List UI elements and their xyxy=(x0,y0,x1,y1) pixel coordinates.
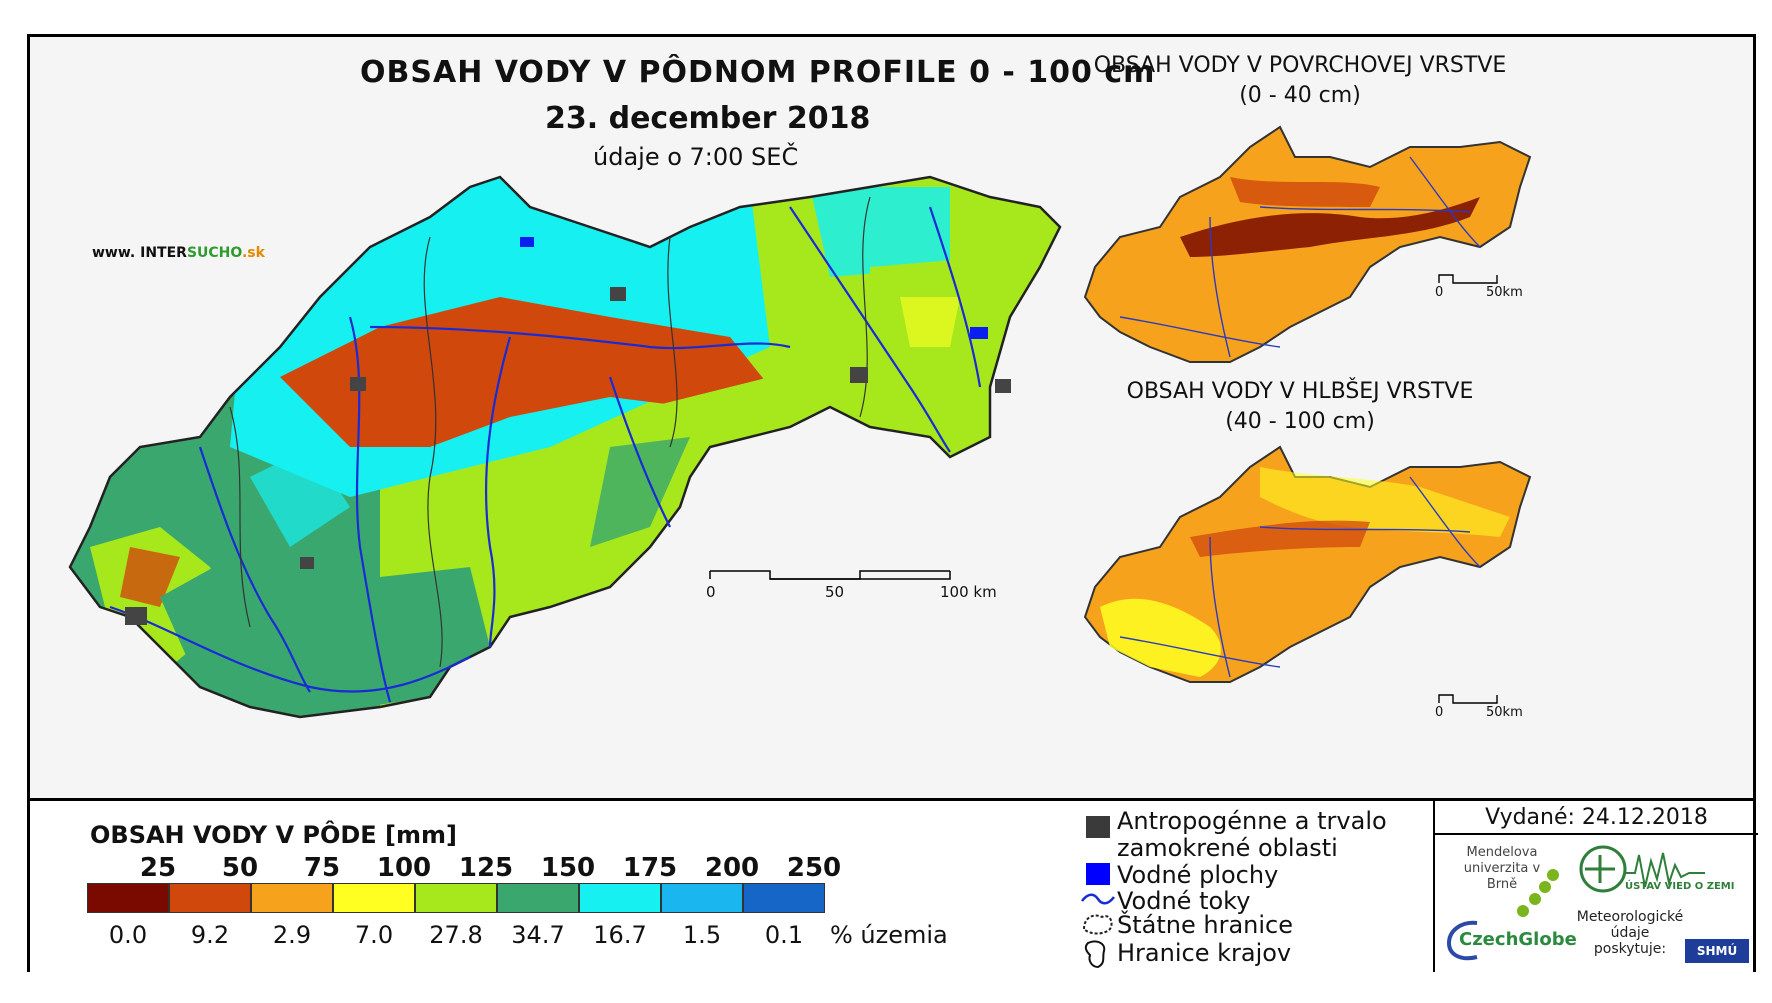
region-border-label: Hranice krajov xyxy=(1117,939,1292,967)
main-scale-bar xyxy=(709,570,951,580)
legend-percentage-label: 0.1 xyxy=(764,921,804,949)
inset-bottom-title-line2: (40 - 100 cm) xyxy=(1225,409,1375,434)
legend-percentage-label: 27.8 xyxy=(429,921,483,949)
ustav-logo-text: ÚSTAV VIED O ZEMI xyxy=(1625,881,1735,892)
issued-date: Vydané: 24.12.2018 xyxy=(1435,801,1758,835)
main-title: OBSAH VODY V PÔDNOM PROFILE 0 - 100 cm xyxy=(360,55,1156,90)
main-scale-end: 100 km xyxy=(940,583,997,601)
time-subtitle: údaje o 7:00 SEČ xyxy=(593,143,799,171)
inset-top-title: OBSAH VODY V POVRCHOVEJ VRSTVE (0 - 40 c… xyxy=(1060,51,1540,111)
map-area: OBSAH VODY V PÔDNOM PROFILE 0 - 100 cm 2… xyxy=(30,37,1753,801)
legend-class-swatch xyxy=(415,883,497,913)
percent-unit: % územia xyxy=(830,921,948,949)
legend-classes xyxy=(87,883,825,913)
inset-bottom-title: OBSAH VODY V HLBŠEJ VRSTVE (40 - 100 cm) xyxy=(1060,377,1540,437)
legend-threshold-label: 75 xyxy=(303,853,341,883)
water-areas-label: Vodné plochy xyxy=(1117,861,1279,889)
anthropogenic-label-2: zamokrené oblasti xyxy=(1117,834,1338,862)
legend-class-swatch xyxy=(251,883,333,913)
shmu-logo-text: SHMÚ xyxy=(1696,944,1738,958)
ustav-logo-icon xyxy=(1579,845,1705,893)
legend-threshold-label: 175 xyxy=(622,853,678,883)
legend-area: OBSAH VODY V PÔDE [mm] 25 50 75 100 125 150 17… xyxy=(30,801,1758,972)
main-scale-start: 0 xyxy=(706,583,716,601)
czechglobe-logo-text: CzechGlobe xyxy=(1459,929,1577,950)
inset-bottom-scale-start: 0 xyxy=(1435,705,1444,720)
inset-top-title-line1: OBSAH VODY V POVRCHOVEJ VRSTVE xyxy=(1093,53,1507,78)
legend-percentage-label: 9.2 xyxy=(190,921,230,949)
shmu-logo: SHMÚ xyxy=(1685,939,1749,963)
meteo-provider-text: Meteorologické údaje poskytuje: xyxy=(1576,909,1684,957)
legend-threshold-label: 150 xyxy=(540,853,596,883)
website-suffix: .sk xyxy=(241,245,265,261)
main-map xyxy=(68,175,1062,719)
water-stream-icon xyxy=(1081,893,1115,905)
inset-top-scale-bar xyxy=(1438,274,1498,284)
mendel-logo-text: Mendelova univerzita v Brně xyxy=(1463,845,1541,892)
inset-top-map xyxy=(1083,125,1532,363)
anthropogenic-area-icon xyxy=(1086,816,1110,838)
legend-threshold-label: 200 xyxy=(704,853,760,883)
legend-class-swatch xyxy=(497,883,579,913)
legend-title: OBSAH VODY V PÔDE [mm] xyxy=(90,821,458,849)
inset-top-scale-start: 0 xyxy=(1435,285,1444,300)
state-border-label: Štátne hranice xyxy=(1117,911,1293,939)
legend-class-swatch xyxy=(333,883,415,913)
water-streams-label: Vodné toky xyxy=(1117,887,1251,915)
legend-threshold-label: 100 xyxy=(376,853,432,883)
legend-class-swatch xyxy=(579,883,661,913)
legend-class-swatch xyxy=(661,883,743,913)
website-prefix: www. xyxy=(92,245,141,261)
anthropogenic-label-1: Antropogénne a trvalo xyxy=(1117,807,1387,835)
legend-percentage-label: 2.9 xyxy=(272,921,312,949)
legend-class-swatch xyxy=(169,883,251,913)
legend-threshold-label: 250 xyxy=(786,853,842,883)
region-border-icon xyxy=(1084,940,1106,969)
legend-percentage-label: 7.0 xyxy=(354,921,394,949)
legend-class-swatch xyxy=(743,883,825,913)
legend-threshold-label: 50 xyxy=(221,853,259,883)
inset-top-title-line2: (0 - 40 cm) xyxy=(1239,83,1361,108)
water-area-icon xyxy=(1086,863,1110,885)
inset-bottom-scale-bar xyxy=(1438,694,1498,704)
map-frame: OBSAH VODY V PÔDNOM PROFILE 0 - 100 cm 2… xyxy=(27,34,1758,972)
legend-threshold-label: 125 xyxy=(458,853,514,883)
info-box: Vydané: 24.12.2018 Mendelova univerzita … xyxy=(1433,801,1758,972)
inset-bottom-scale-end: 50km xyxy=(1486,705,1523,720)
legend-threshold-label: 25 xyxy=(139,853,177,883)
legend-percentage-label: 1.5 xyxy=(682,921,722,949)
legend-percentage-label: 16.7 xyxy=(593,921,647,949)
website-part2: SUCHO xyxy=(186,245,242,261)
inset-bottom-map xyxy=(1083,445,1532,683)
legend-percentage-label: 34.7 xyxy=(511,921,565,949)
legend-percentage-label: 0.0 xyxy=(108,921,148,949)
website-link[interactable]: www. INTERSUCHO.sk xyxy=(92,245,265,261)
inset-bottom-title-line1: OBSAH VODY V HLBŠEJ VRSTVE xyxy=(1126,379,1474,404)
czechglobe-logo-icon xyxy=(1446,920,1478,961)
state-border-icon xyxy=(1082,914,1113,935)
mendel-logo-dots xyxy=(1517,869,1559,917)
date-title: 23. december 2018 xyxy=(545,101,871,136)
inset-top-scale-end: 50km xyxy=(1486,285,1523,300)
main-scale-mid: 50 xyxy=(825,583,845,601)
website-part1: INTER xyxy=(140,245,187,261)
legend-class-swatch xyxy=(87,883,169,913)
